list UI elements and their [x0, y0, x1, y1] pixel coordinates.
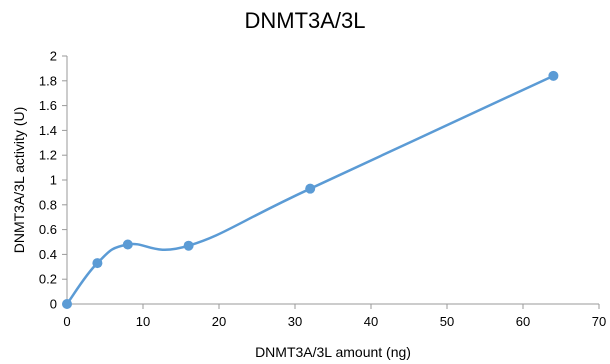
y-tick-label: 0.8 — [39, 197, 57, 212]
y-tick-label: 2 — [50, 49, 57, 64]
chart-axes: 0 10 20 30 40 50 60 70 0 0.2 0.4 0.6 0.8 1 1.2 1.4 1.6 1.… — [39, 49, 606, 330]
x-tick-label: 70 — [592, 314, 606, 329]
data-point — [183, 240, 194, 251]
data-point — [122, 239, 133, 250]
y-tick-label: 0.4 — [39, 247, 57, 262]
chart-title: DNMT3A/3L — [244, 8, 366, 33]
data-point — [548, 70, 559, 81]
x-tick-label: 20 — [212, 314, 226, 329]
x-tick-label: 50 — [440, 314, 454, 329]
y-tick-label: 1.6 — [39, 98, 57, 113]
x-tick-label: 30 — [288, 314, 302, 329]
y-tick-label: 0 — [50, 297, 57, 312]
data-point — [92, 258, 103, 269]
x-axis-label: DNMT3A/3L amount (ng) — [255, 344, 411, 360]
x-tick-label: 40 — [364, 314, 378, 329]
x-tick-label: 0 — [63, 314, 70, 329]
x-tick-label: 10 — [136, 314, 150, 329]
y-tick-label: 1.4 — [39, 123, 57, 138]
y-tick-label: 0.2 — [39, 272, 57, 287]
x-tick-label: 60 — [516, 314, 530, 329]
y-tick-label: 1.8 — [39, 73, 57, 88]
y-tick-label: 1.2 — [39, 148, 57, 163]
data-point — [62, 299, 72, 309]
chart-series — [62, 70, 559, 309]
y-tick-label: 1 — [50, 173, 57, 188]
data-point — [305, 183, 316, 194]
y-tick-label: 0.6 — [39, 222, 57, 237]
y-axis-label: DNMT3A/3L activity (U) — [11, 107, 27, 254]
